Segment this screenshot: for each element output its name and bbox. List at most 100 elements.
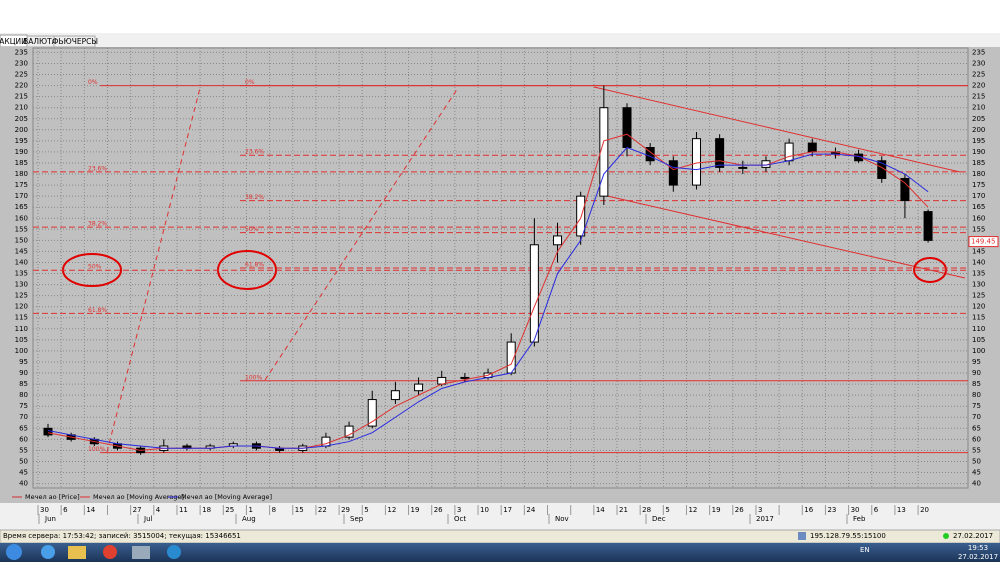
fib-label: 23.6% (88, 165, 107, 172)
y-tick-label: 190 (972, 148, 985, 156)
x-tick-label: 30 (851, 506, 860, 514)
y-tick-label: 205 (972, 115, 985, 123)
month-label: Oct (454, 515, 466, 523)
y-tick-label: 55 (972, 446, 981, 454)
y-tick-label: 120 (15, 303, 28, 311)
y-tick-label: 110 (15, 325, 28, 333)
start-button[interactable] (6, 544, 22, 560)
y-tick-label: 75 (972, 402, 981, 410)
axis-panel (0, 503, 1000, 530)
y-tick-label: 210 (972, 104, 985, 112)
top-blank (0, 0, 1000, 33)
last-price: 149.45 (971, 238, 996, 246)
candle-body (344, 425, 354, 438)
y-tick-label: 120 (972, 303, 985, 311)
y-tick-label: 125 (972, 292, 985, 300)
month-label: 2017 (756, 515, 774, 523)
candle-body (576, 195, 586, 237)
x-tick-label: 14 (596, 506, 605, 514)
fib-label: 50% (245, 226, 259, 233)
x-tick-label: 21 (619, 506, 628, 514)
fib-label: 38.2% (245, 194, 264, 201)
tab-label: АКЦИИ (0, 37, 27, 46)
y-tick-label: 205 (15, 115, 28, 123)
x-tick-label: 5 (665, 506, 669, 514)
y-tick-label: 140 (972, 258, 985, 266)
y-tick-label: 40 (972, 480, 981, 488)
y-tick-label: 230 (972, 59, 985, 67)
x-tick-label: 15 (295, 506, 304, 514)
tab-label: ФЬЮЧЕРСЫ (52, 37, 98, 46)
y-tick-label: 40 (19, 480, 28, 488)
candle-body (738, 166, 748, 169)
candle-body (784, 142, 794, 162)
y-tick-label: 95 (19, 358, 28, 366)
y-tick-label: 215 (15, 93, 28, 101)
candle-body (923, 211, 933, 241)
y-tick-label: 185 (972, 159, 985, 167)
fib-label: 50% (88, 264, 102, 271)
taskbar-icon[interactable] (103, 545, 117, 559)
y-tick-label: 200 (972, 126, 985, 134)
y-tick-label: 85 (972, 380, 981, 388)
y-tick-label: 130 (972, 281, 985, 289)
y-tick-label: 165 (15, 203, 28, 211)
y-tick-label: 55 (19, 446, 28, 454)
y-tick-label: 75 (19, 402, 28, 410)
taskbar (0, 543, 1000, 562)
taskbar-icon[interactable] (41, 545, 55, 559)
x-tick-label: 23 (827, 506, 836, 514)
x-tick-label: 12 (387, 506, 396, 514)
candle-body (43, 427, 53, 436)
y-tick-label: 125 (15, 292, 28, 300)
y-tick-label: 100 (15, 347, 28, 355)
x-tick-label: 14 (86, 506, 95, 514)
x-tick-label: 25 (225, 506, 234, 514)
month-label: Nov (555, 515, 569, 523)
fib-label: 61.8% (245, 262, 264, 269)
y-tick-label: 130 (15, 281, 28, 289)
fib-label: 0% (88, 79, 98, 86)
fib-label: 100% (245, 374, 262, 381)
fib-label: 61.8% (88, 307, 107, 314)
plot (43, 85, 933, 455)
taskbar-icon[interactable] (68, 546, 86, 559)
month-label: Feb (853, 515, 866, 523)
x-tick-label: 3 (457, 506, 461, 514)
y-tick-label: 150 (15, 236, 28, 244)
fib-label: 38.2% (88, 221, 107, 228)
taskbar-icon[interactable] (167, 545, 181, 559)
x-tick-label: 19 (411, 506, 420, 514)
y-tick-label: 95 (972, 358, 981, 366)
y-tick-label: 155 (972, 225, 985, 233)
fib-label: 23.6% (245, 149, 264, 156)
y-tick-label: 195 (972, 137, 985, 145)
y-tick-label: 115 (15, 314, 28, 322)
y-tick-label: 160 (15, 214, 28, 222)
y-tick-label: 105 (972, 336, 985, 344)
y-tick-label: 90 (19, 369, 28, 377)
y-tick-label: 220 (15, 82, 28, 90)
x-tick-label: 3 (758, 506, 762, 514)
y-tick-label: 230 (15, 59, 28, 67)
tab-label: ВАЛЮТА (23, 37, 58, 46)
fib-label: 100% (88, 446, 105, 453)
y-tick-label: 160 (972, 214, 985, 222)
candle-body (807, 142, 817, 153)
candle-body (645, 146, 655, 162)
y-tick-label: 135 (15, 270, 28, 278)
y-tick-label: 135 (972, 270, 985, 278)
month-label: Sep (350, 515, 364, 523)
x-tick-label: 20 (920, 506, 929, 514)
y-tick-label: 235 (15, 48, 28, 56)
y-tick-label: 215 (972, 93, 985, 101)
taskbar-icon[interactable] (132, 546, 150, 559)
y-tick-label: 65 (19, 424, 28, 432)
y-tick-label: 220 (972, 82, 985, 90)
status-date: 27.02.2017 (953, 532, 993, 540)
trend-line (593, 86, 961, 173)
x-tick-label: 16 (804, 506, 813, 514)
